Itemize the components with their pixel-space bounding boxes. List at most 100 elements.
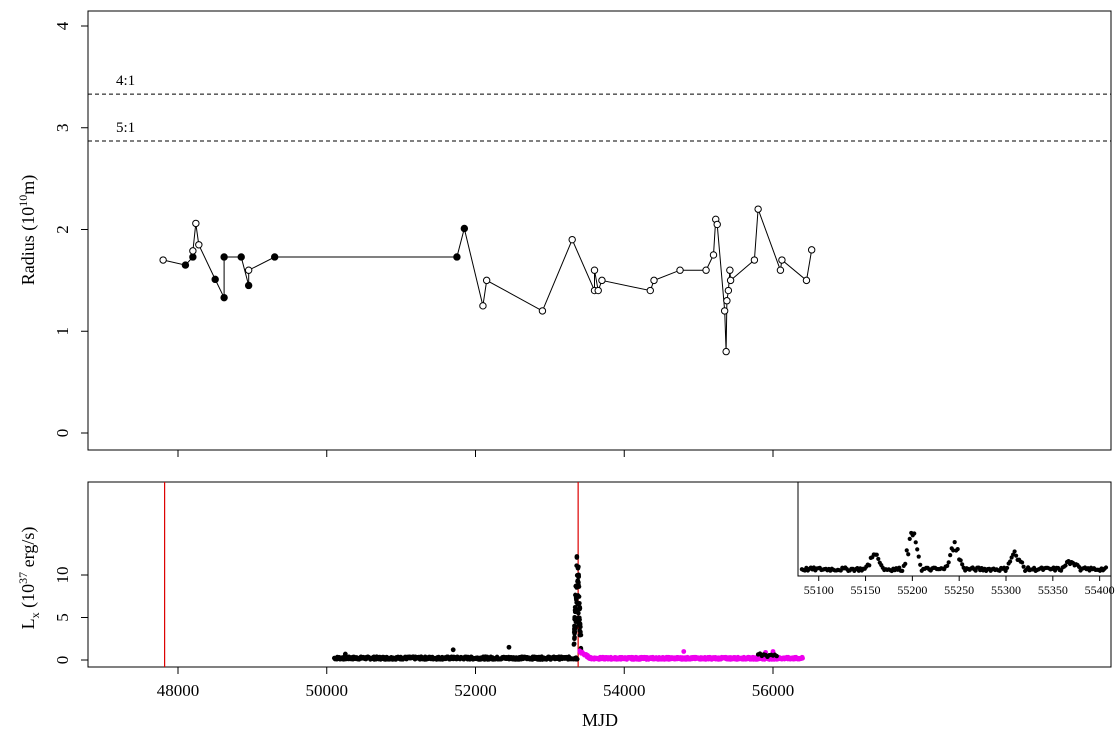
inset-point bbox=[906, 552, 911, 557]
radius-point-open bbox=[482, 276, 491, 285]
radius-point-open bbox=[724, 286, 733, 295]
inset-point bbox=[1005, 565, 1010, 571]
inset-point bbox=[945, 563, 950, 568]
radius-point-filled bbox=[220, 293, 228, 302]
luminosity-panel: 0 5 10 48000 50000 52000 54000 56000 Lx (1037 … bbox=[16, 481, 1115, 730]
radius-point-open bbox=[538, 307, 547, 315]
radius-point-open bbox=[726, 276, 735, 285]
mjd-x-axis: 48000 50000 52000 54000 56000 bbox=[157, 667, 795, 700]
radius-point-filled bbox=[237, 253, 245, 261]
outburst-point bbox=[576, 564, 581, 570]
luminosity-peak-point bbox=[342, 651, 348, 657]
radius-point-open bbox=[598, 276, 606, 285]
radius-point-open bbox=[723, 297, 731, 305]
radius-y-tick-label: 4 bbox=[53, 21, 72, 30]
luminosity-point bbox=[774, 653, 779, 659]
radius-point-open bbox=[720, 307, 729, 315]
luminosity-peak-point bbox=[450, 647, 456, 653]
outburst-point bbox=[574, 554, 580, 559]
radius-point-filled bbox=[220, 253, 228, 261]
mjd-x-tick-label: 56000 bbox=[752, 681, 795, 700]
radius-point-open bbox=[479, 302, 487, 310]
inset-point bbox=[1008, 559, 1013, 564]
luminosity-y-axis-label: Lx (1037 erg/s) bbox=[16, 527, 42, 630]
inset-point bbox=[915, 547, 920, 552]
inset-point bbox=[960, 562, 965, 567]
outburst-point bbox=[576, 580, 581, 585]
inset-plot: 55100 55150 55200 55250 55300 55350 55400 bbox=[797, 481, 1115, 597]
radius-point-filled bbox=[453, 253, 461, 261]
radius-point-open bbox=[594, 286, 602, 295]
luminosity-y-tick-label: 5 bbox=[53, 613, 72, 622]
mjd-x-axis-label: MJD bbox=[582, 710, 618, 730]
radius-y-axis-label: Radius (1010m) bbox=[16, 175, 39, 286]
inset-point bbox=[867, 563, 872, 568]
inset-point bbox=[876, 556, 881, 562]
radius-point-filled bbox=[244, 281, 253, 290]
radius-point-open bbox=[754, 205, 762, 213]
inset-x-tick-label: 55150 bbox=[851, 583, 881, 597]
luminosity-point bbox=[575, 656, 580, 662]
radius-point-open bbox=[776, 266, 785, 274]
inset-point bbox=[1021, 564, 1026, 569]
radius-point-filled bbox=[189, 253, 197, 261]
outburst-point bbox=[574, 597, 579, 603]
inset-x-tick-label: 55100 bbox=[804, 583, 834, 597]
inset-point bbox=[907, 536, 912, 542]
outburst-point bbox=[577, 617, 582, 622]
inset-point bbox=[1014, 553, 1019, 558]
luminosity-points bbox=[331, 554, 805, 662]
radius-point-open bbox=[807, 246, 816, 254]
radius-point-open bbox=[709, 251, 718, 259]
inset-x-tick-label: 55350 bbox=[1038, 583, 1068, 597]
outburst-markers bbox=[164, 482, 579, 667]
outburst-point bbox=[575, 601, 581, 607]
inset-point bbox=[918, 562, 923, 567]
resonance-lines: 4:1 5:1 bbox=[88, 73, 1111, 142]
inset-point bbox=[912, 531, 917, 536]
radius-point-open bbox=[713, 220, 721, 229]
radius-point-filled bbox=[181, 261, 190, 269]
inset-point bbox=[955, 546, 960, 552]
outburst-point bbox=[573, 583, 579, 589]
radius-point-open bbox=[726, 266, 734, 274]
radius-point-open bbox=[189, 247, 197, 255]
radius-plot-frame bbox=[87, 10, 1112, 451]
radius-point-open bbox=[568, 235, 576, 244]
radius-y-tick-label: 2 bbox=[53, 225, 72, 234]
radius-y-tick-label: 3 bbox=[53, 124, 72, 133]
outburst-point bbox=[577, 628, 582, 633]
inset-point bbox=[903, 561, 908, 567]
radius-point-open bbox=[702, 266, 710, 274]
radius-x-ticks bbox=[177, 450, 774, 457]
inset-point bbox=[1063, 563, 1068, 568]
radius-panel: 0 1 2 3 4 4:1 5:1 Radius (1010m) bbox=[16, 10, 1112, 457]
radius-y-axis: 0 1 2 3 4 bbox=[53, 21, 88, 437]
inset-point bbox=[958, 558, 963, 563]
outburst-point bbox=[571, 642, 577, 647]
outburst-point bbox=[577, 622, 583, 628]
radius-points bbox=[159, 205, 816, 356]
inset-point bbox=[916, 554, 921, 559]
luminosity-y-tick-label: 0 bbox=[53, 656, 72, 665]
inset-x-tick-label: 55200 bbox=[897, 583, 927, 597]
radius-y-tick-label: 1 bbox=[53, 327, 72, 336]
radius-point-open bbox=[590, 266, 599, 274]
outburst-point bbox=[577, 632, 583, 638]
luminosity-point-magenta bbox=[800, 656, 805, 661]
outburst-point bbox=[572, 607, 578, 613]
inset-x-tick-label: 55250 bbox=[944, 583, 974, 597]
luminosity-y-axis: 0 5 10 bbox=[53, 567, 88, 665]
inset-frame bbox=[797, 481, 1112, 577]
luminosity-y-tick-label: 10 bbox=[53, 567, 72, 584]
radius-point-open bbox=[802, 276, 811, 285]
resonance-label: 5:1 bbox=[116, 120, 135, 136]
inset-point bbox=[946, 560, 951, 565]
inset-point bbox=[913, 540, 918, 545]
radius-point-filled bbox=[460, 224, 469, 233]
mjd-x-tick-label: 54000 bbox=[603, 681, 646, 700]
inset-point bbox=[1020, 560, 1025, 565]
radius-point-open bbox=[195, 241, 203, 249]
radius-point-open bbox=[750, 256, 759, 264]
